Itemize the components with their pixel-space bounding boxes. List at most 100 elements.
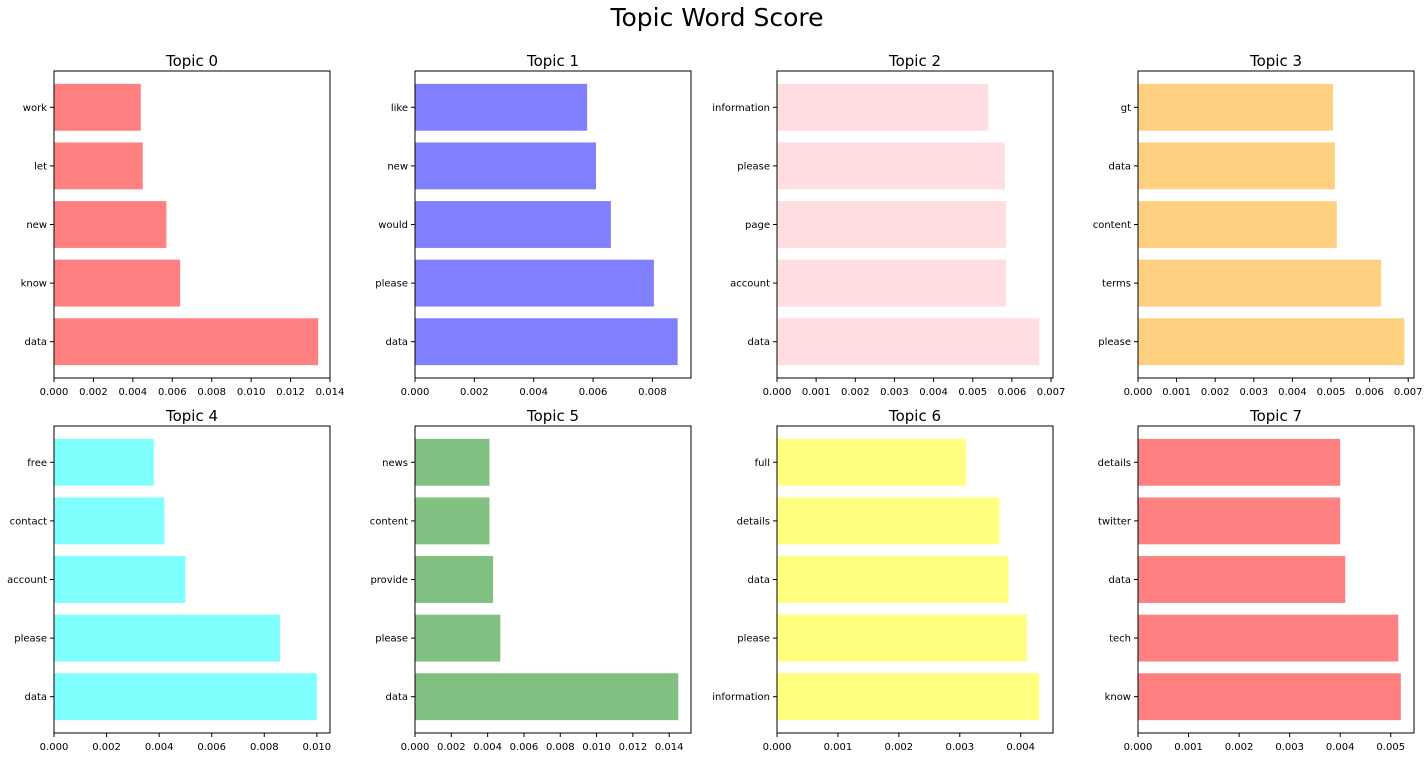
x-tick-label: 0.008	[638, 387, 667, 398]
y-tick-label: information	[712, 692, 770, 703]
x-tick-label: 0.003	[945, 742, 974, 753]
y-tick-label: details	[1098, 458, 1131, 469]
y-tick-label: new	[387, 161, 408, 172]
x-tick-label: 0.006	[579, 387, 608, 398]
y-tick-label: new	[26, 220, 47, 231]
y-tick-label: details	[737, 516, 770, 527]
x-tick-label: 0.008	[197, 387, 226, 398]
bar-data	[54, 318, 319, 366]
bar-page	[777, 201, 1007, 248]
x-tick-label: 0.005	[958, 387, 987, 398]
x-tick-label: 0.000	[40, 742, 69, 753]
x-tick-label: 0.002	[437, 742, 466, 753]
bar-data	[1138, 142, 1335, 190]
y-tick-label: data	[747, 575, 770, 586]
bar-know	[54, 259, 181, 307]
axes-frame	[1137, 425, 1415, 734]
axes-frame	[53, 70, 331, 379]
x-tick-label: 0.014	[316, 387, 345, 398]
x-tick-label: 0.002	[1201, 387, 1230, 398]
x-tick-label: 0.002	[1225, 742, 1254, 753]
topic-panel-7: Topic 7 know tech data twitter details 0.000 0.…	[1098, 407, 1415, 753]
y-tick-label: gt	[1121, 103, 1131, 114]
y-tick-label: data	[1108, 575, 1131, 586]
bar-tech	[1138, 614, 1399, 662]
x-tick-label: 0.002	[460, 387, 489, 398]
bar-data	[1138, 556, 1346, 603]
axes-frame	[776, 425, 1054, 734]
x-tick-label: 0.000	[40, 387, 69, 398]
y-tick-label: please	[14, 634, 47, 645]
axes-frame	[776, 70, 1054, 379]
y-tick-label: content	[370, 516, 408, 527]
y-tick-label: know	[21, 279, 47, 290]
x-tick-label: 0.001	[1174, 742, 1203, 753]
y-tick-label: news	[382, 458, 408, 469]
panel-title: Topic 7	[1249, 407, 1302, 425]
y-tick-label: account	[730, 279, 770, 290]
y-tick-label: full	[755, 458, 770, 469]
bar-data	[777, 318, 1040, 366]
panel-title: Topic 6	[888, 407, 941, 425]
axes-frame	[1137, 70, 1415, 379]
bar-details	[777, 497, 1000, 545]
topic-panel-2: Topic 2 data account page please information 0…	[712, 52, 1065, 398]
bar-information	[777, 83, 989, 131]
bar-contact	[54, 497, 165, 545]
axes-frame	[53, 425, 331, 734]
y-tick-label: content	[1093, 220, 1131, 231]
y-tick-label: data	[385, 337, 408, 348]
y-tick-label: please	[737, 634, 770, 645]
x-tick-label: 0.000	[1124, 742, 1153, 753]
topic-panel-3: Topic 3 please terms content data gt 0.000 0.00…	[1093, 52, 1423, 398]
x-tick-label: 0.008	[546, 742, 575, 753]
x-tick-label: 0.004	[145, 742, 174, 753]
bar-information	[777, 673, 1039, 721]
bar-account	[777, 259, 1007, 307]
x-tick-label: 0.001	[802, 387, 831, 398]
y-tick-label: information	[712, 103, 770, 114]
x-tick-label: 0.002	[92, 742, 121, 753]
y-tick-label: know	[1105, 692, 1131, 703]
bar-twitter	[1138, 497, 1341, 545]
x-tick-label: 0.006	[1355, 387, 1384, 398]
y-tick-label: data	[24, 692, 47, 703]
bar-provide	[415, 556, 494, 603]
bar-please	[415, 259, 654, 307]
chart-panels: Topic 0 data know new let work 0.000 0.002 0.004…	[7, 52, 1422, 753]
bar-account	[54, 556, 186, 603]
x-tick-label: 0.008	[250, 742, 279, 753]
x-tick-label: 0.002	[841, 387, 870, 398]
x-tick-label: 0.002	[885, 742, 914, 753]
panel-title: Topic 4	[165, 407, 218, 425]
x-tick-label: 0.004	[1278, 387, 1307, 398]
x-tick-label: 0.006	[998, 387, 1027, 398]
topic-panel-1: Topic 1 data please would new like 0.000 0.002 0…	[375, 52, 692, 398]
bar-know	[1138, 673, 1401, 721]
bar-work	[54, 83, 141, 131]
x-tick-label: 0.000	[763, 742, 792, 753]
bar-please	[1138, 318, 1405, 366]
bar-data	[415, 673, 679, 721]
y-tick-label: please	[737, 161, 770, 172]
x-tick-label: 0.001	[824, 742, 853, 753]
x-tick-label: 0.004	[519, 387, 548, 398]
x-tick-label: 0.003	[880, 387, 909, 398]
bar-data	[54, 673, 317, 721]
x-tick-label: 0.004	[919, 387, 948, 398]
y-tick-label: page	[745, 220, 770, 231]
bar-full	[777, 438, 966, 486]
x-tick-label: 0.002	[79, 387, 108, 398]
x-tick-label: 0.012	[619, 742, 648, 753]
y-tick-label: data	[385, 692, 408, 703]
axes-frame	[414, 70, 692, 379]
bar-please	[777, 142, 1005, 190]
y-tick-label: please	[375, 279, 408, 290]
bar-please	[777, 614, 1027, 662]
panel-title: Topic 5	[526, 407, 579, 425]
panel-title: Topic 0	[165, 52, 218, 70]
bar-terms	[1138, 259, 1382, 307]
topic-panel-0: Topic 0 data know new let work 0.000 0.002 0.004…	[21, 52, 345, 398]
panel-title: Topic 3	[1249, 52, 1302, 70]
